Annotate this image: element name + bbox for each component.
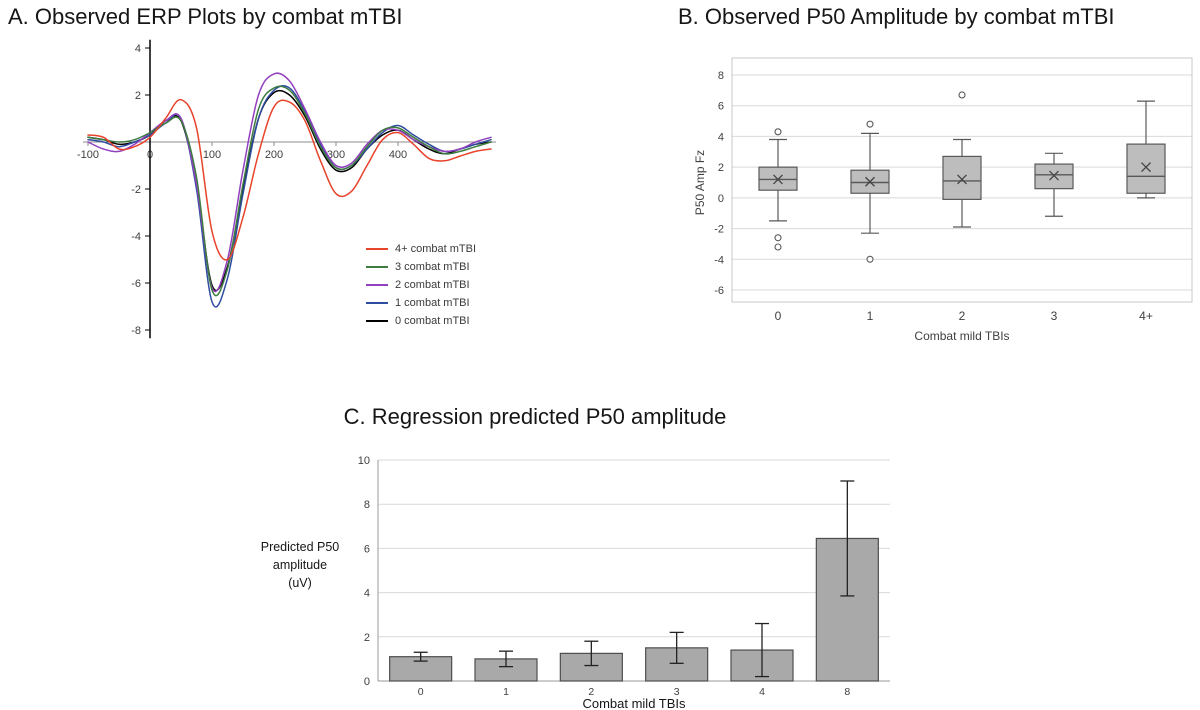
bar xyxy=(559,652,623,682)
erp-x-tick-label: 200 xyxy=(265,149,283,161)
legend-label: 3 combat mTBI xyxy=(395,261,470,273)
mean-marker xyxy=(1141,162,1151,173)
legend-swatch xyxy=(366,302,388,304)
legend-label: 4+ combat mTBI xyxy=(395,243,477,255)
box-x-tick-label: 2 xyxy=(959,309,966,323)
bar-x-tick-label: 0 xyxy=(418,686,424,698)
erp-y-tick-label: 2 xyxy=(135,90,141,102)
erp-y-tick-label: -4 xyxy=(131,231,141,243)
box-y-tick-label: -6 xyxy=(714,285,724,297)
box-plot-box xyxy=(1126,143,1166,194)
panel-b-title: B. Observed P50 Amplitude by combat mTBI xyxy=(678,4,1115,29)
erp-y-tick-label: -2 xyxy=(131,184,141,196)
box-y-axis-label: P50 Amp Fz xyxy=(693,150,707,215)
outlier-point xyxy=(958,91,966,99)
mean-marker xyxy=(865,176,875,187)
panel-c: C. Regression predicted P50 amplitude Pr… xyxy=(0,390,1200,710)
bar-y-tick-label: 0 xyxy=(364,676,370,688)
box-plot-box xyxy=(1034,163,1074,190)
plot-frame xyxy=(731,57,1193,303)
legend-swatch xyxy=(366,320,388,322)
box-x-tick-label: 3 xyxy=(1051,309,1058,323)
outlier-point xyxy=(774,128,782,136)
bar-x-tick-label: 2 xyxy=(588,686,594,698)
panel-c-title: C. Regression predicted P50 amplitude xyxy=(343,404,727,429)
outlier-point xyxy=(866,255,874,263)
bar-x-tick-label: 1 xyxy=(503,686,509,698)
box-x-tick-label: 4+ xyxy=(1139,309,1153,323)
erp-y-tick-label: -6 xyxy=(131,278,141,290)
erp-x-tick-label: 300 xyxy=(327,149,345,161)
box-y-tick-label: 2 xyxy=(718,162,724,174)
panel-a-title: A. Observed ERP Plots by combat mTBI xyxy=(8,4,403,29)
legend-swatch xyxy=(366,248,388,250)
bar-y-tick-label: 2 xyxy=(364,632,370,644)
legend-label: 0 combat mTBI xyxy=(395,315,470,327)
legend-label: 1 combat mTBI xyxy=(395,297,470,309)
erp-y-tick-label: 4 xyxy=(135,43,141,55)
outlier-point xyxy=(866,120,874,128)
outlier-point xyxy=(774,243,782,251)
erp-legend: 4+ combat mTBI 3 combat mTBI 2 combat mTBI… xyxy=(366,243,476,327)
bar-chart: 0 2 4 6 8 10 0 1 2 3 4 8 Combat mild TBIs xyxy=(358,455,890,710)
bar-y-axis-label: Predicted P50 amplitude (uV) xyxy=(260,540,340,591)
box-plot-box xyxy=(942,155,982,200)
box-y-tick-label: -2 xyxy=(714,224,724,236)
bar-x-tick-label: 4 xyxy=(759,686,765,698)
legend-swatch xyxy=(366,284,388,286)
legend-item: 3 combat mTBI xyxy=(366,261,476,273)
erp-x-tick-label: 400 xyxy=(389,149,407,161)
box-y-tick-label: 0 xyxy=(718,193,724,205)
outlier-point xyxy=(774,234,782,242)
mean-marker xyxy=(957,174,967,185)
mean-marker xyxy=(773,174,783,185)
bar-x-tick-label: 3 xyxy=(674,686,680,698)
bar-y-tick-label: 10 xyxy=(358,455,370,467)
legend-swatch xyxy=(366,266,388,268)
box-x-tick-label: 1 xyxy=(867,309,874,323)
bar-y-tick-label: 8 xyxy=(364,499,370,511)
legend-item: 1 combat mTBI xyxy=(366,297,476,309)
bar-x-axis-label: Combat mild TBIs xyxy=(582,696,686,710)
erp-series-line xyxy=(87,72,492,293)
panel-b: B. Observed P50 Amplitude by combat mTBI… xyxy=(600,0,1200,380)
box-x-tick-label: 0 xyxy=(775,309,782,323)
legend-item: 4+ combat mTBI xyxy=(366,243,476,255)
box-y-tick-label: 4 xyxy=(718,131,724,143)
box-y-tick-label: 8 xyxy=(718,70,724,82)
mean-marker xyxy=(1049,170,1059,181)
legend-item: 2 combat mTBI xyxy=(366,279,476,291)
boxplot-chart: -6 -4 -2 0 2 4 6 8 0 1 2 3 4+ Combat mild TBIs P50 Amp… xyxy=(693,57,1193,343)
erp-y-tick-label: -8 xyxy=(131,325,141,337)
box-x-axis-label: Combat mild TBIs xyxy=(914,329,1009,343)
box-y-tick-label: -4 xyxy=(714,254,724,266)
erp-series-line xyxy=(87,85,492,297)
bar-x-tick-label: 8 xyxy=(844,686,850,698)
bar-y-tick-label: 4 xyxy=(364,588,370,600)
panel-a: A. Observed ERP Plots by combat mTBI -10… xyxy=(0,0,620,380)
box-y-tick-label: 6 xyxy=(718,101,724,113)
erp-series-line xyxy=(87,98,492,261)
legend-item: 0 combat mTBI xyxy=(366,315,476,327)
erp-x-tick-label: -100 xyxy=(77,149,99,161)
legend-label: 2 combat mTBI xyxy=(395,279,470,291)
erp-x-tick-label: 100 xyxy=(203,149,221,161)
bar-y-tick-label: 6 xyxy=(364,543,370,555)
erp-chart: -100010020030040042-2-4-6-8 xyxy=(77,39,496,339)
